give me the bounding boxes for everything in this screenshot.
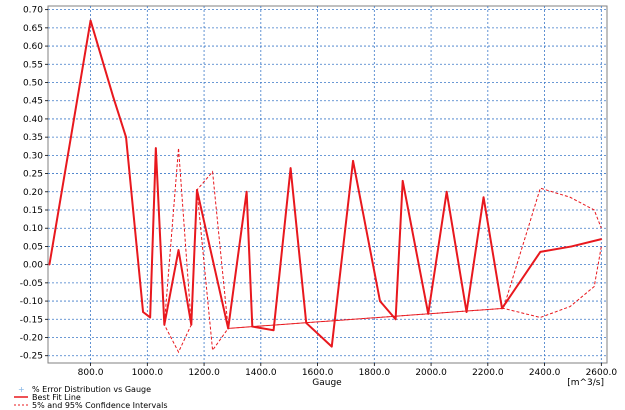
best-fit-point — [352, 160, 354, 162]
y-tick-label: -0.25 — [20, 352, 43, 362]
best-fit-point — [501, 307, 503, 310]
x-tick-label: 1600.0 — [302, 368, 334, 378]
x-tick-label: 2600.0 — [586, 368, 618, 378]
best-fit-point — [482, 196, 485, 199]
x-tick-label: 2000.0 — [415, 368, 447, 378]
x-tick-label: 800.0 — [78, 368, 104, 378]
legend-item-best-fit: Best Fit Line — [14, 393, 81, 402]
best-fit-point — [465, 311, 468, 313]
legend-item-confidence: 5% and 95% Confidence Intervals — [14, 401, 167, 410]
best-fit-point — [48, 263, 51, 266]
y-tick-label: 0.20 — [23, 188, 43, 198]
y-tick-label: 0.60 — [23, 42, 43, 52]
series-layer — [48, 19, 603, 354]
x-axis-label: Gauge — [312, 378, 342, 388]
best-fit-point — [227, 327, 229, 330]
x-tick-label: 2400.0 — [529, 368, 561, 378]
x-axis-ticks: 800.0 1000.0 1200.0 1400.0 1600.0 1800.0 2000.… — [78, 363, 618, 378]
y-tick-label: 0.25 — [23, 170, 43, 180]
best-fit-line — [48, 19, 602, 348]
legend-item-error-distribution: + % Error Distribution vs Gauge — [18, 385, 151, 394]
best-fit-point — [155, 147, 157, 149]
y-tick-label: 0.10 — [23, 224, 43, 234]
x-tick-label: 1200.0 — [188, 368, 220, 378]
best-fit-point — [177, 249, 180, 251]
y-tick-label: -0.15 — [20, 315, 43, 325]
best-fit-point — [570, 245, 573, 248]
best-fit-point — [251, 325, 254, 328]
best-fit-point — [445, 190, 448, 193]
y-tick-label: 0.65 — [23, 24, 43, 34]
x-tick-label: 1000.0 — [132, 368, 164, 378]
y-tick-label: 0.15 — [23, 206, 43, 216]
y-tick-label: 0.55 — [23, 60, 43, 70]
best-fit-point — [112, 96, 115, 98]
x-tick-label: 1800.0 — [359, 368, 391, 378]
legend-label-error-distribution: % Error Distribution vs Gauge — [32, 385, 151, 394]
x-tick-label: 2200.0 — [472, 368, 504, 378]
y-tick-label: 0.45 — [23, 97, 43, 107]
y-tick-label: 0.50 — [23, 79, 43, 89]
best-fit-point — [289, 167, 292, 169]
best-fit-point — [272, 329, 275, 332]
y-tick-label: 0.35 — [23, 133, 43, 143]
best-fit-point — [89, 19, 92, 22]
best-fit-point — [539, 251, 542, 253]
best-fit-point — [163, 323, 166, 326]
best-fit-point — [125, 136, 127, 138]
plot-area — [47, 5, 608, 364]
y-tick-label: -0.05 — [20, 279, 43, 289]
y-tick-label: -0.20 — [20, 334, 44, 344]
x-tick-label: 1400.0 — [245, 368, 277, 378]
best-fit-point — [305, 322, 308, 324]
best-fit-point — [330, 345, 333, 348]
best-fit-point — [190, 323, 193, 326]
legend-label-best-fit: Best Fit Line — [32, 393, 81, 402]
y-tick-label: 0.30 — [23, 151, 43, 161]
best-fit-point — [379, 300, 381, 302]
best-fit-point — [427, 313, 430, 315]
legend-marker-points: + — [18, 385, 25, 394]
best-fit-point — [196, 189, 198, 191]
x-axis-unit: [m^3/s] — [567, 378, 604, 388]
y-tick-label: 0.00 — [23, 261, 43, 271]
y-tick-label: 0.05 — [23, 242, 43, 252]
confidence-upper-line — [155, 148, 602, 329]
best-fit-point — [142, 311, 144, 313]
y-axis-ticks: 0.70 0.65 0.60 0.55 0.50 0.45 0.40 0.35 0.30 0.25… — [20, 6, 48, 362]
y-tick-label: -0.10 — [20, 297, 44, 307]
confidence-lower-line — [155, 148, 602, 354]
best-fit-point — [149, 316, 151, 319]
y-tick-label: 0.40 — [23, 115, 43, 125]
best-fit-point — [401, 180, 404, 182]
y-tick-label: 0.70 — [23, 6, 43, 16]
best-fit-point — [245, 190, 248, 193]
legend-label-confidence: 5% and 95% Confidence Intervals — [32, 401, 167, 410]
legend: + % Error Distribution vs Gauge Best Fit… — [14, 385, 167, 410]
best-fit-point — [600, 238, 603, 240]
best-fit-point — [394, 318, 397, 321]
